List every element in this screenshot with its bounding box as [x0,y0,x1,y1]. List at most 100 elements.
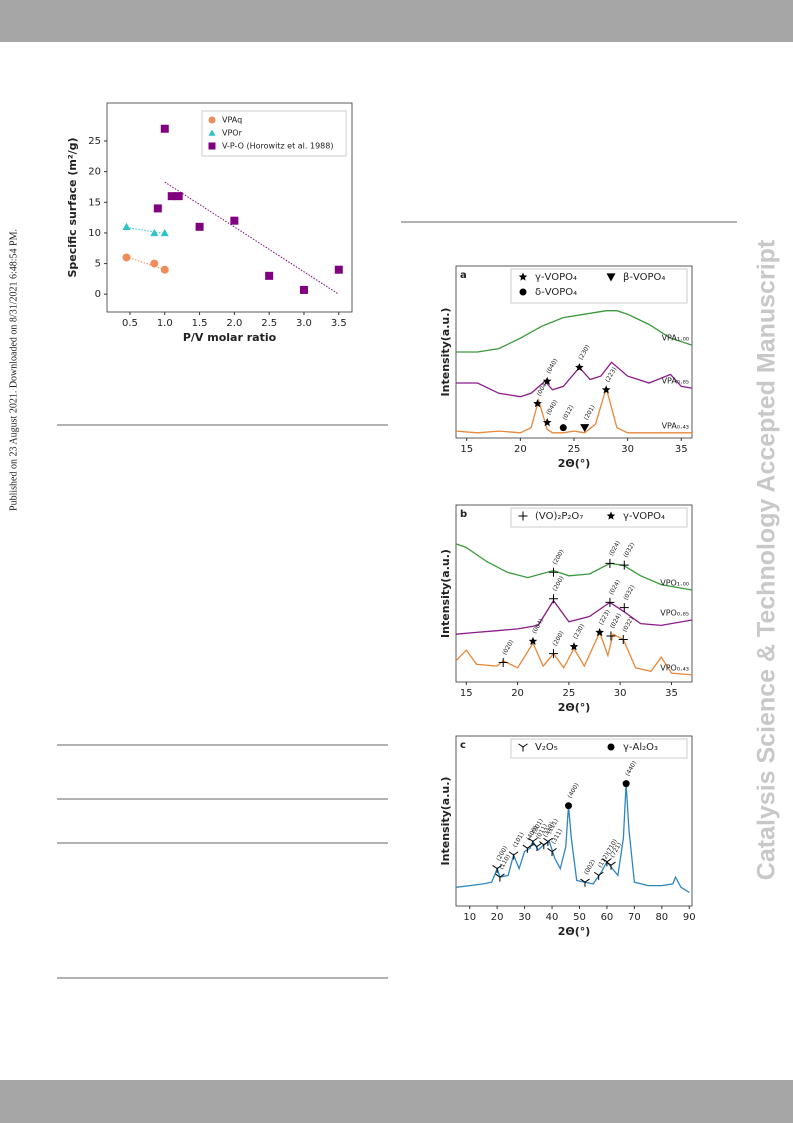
x-tick-label: 35 [675,444,688,455]
marker [575,363,584,372]
peak-label: (012) [561,404,575,421]
marker [528,636,538,645]
panel-letter: c [460,740,466,751]
curve-label: VPO₁.₀₀ [660,578,689,587]
x-tick-label: 3.5 [331,318,347,329]
curve [455,599,693,635]
footer-bar [0,1080,793,1123]
y-tick-label: 0 [95,289,101,300]
x-axis-label: 2Θ(°) [558,925,591,938]
marker [542,418,552,427]
side-note: Published on 23 August 2021. Downloaded … [8,229,19,511]
curve [455,543,693,591]
curve-label: VPO₀.₈₅ [660,609,689,618]
marker [160,124,169,133]
x-axis-label: 2Θ(°) [558,701,591,714]
peak-label: (200) [551,575,565,592]
x-tick-label: 50 [573,912,586,923]
peak-label: (200) [551,549,565,566]
marker [548,649,558,659]
marker [160,265,169,274]
peak-label: (020) [501,639,515,656]
peak-label: (032) [622,584,636,601]
fit-line [126,226,165,235]
legend-box [510,738,688,759]
curve-label: VPA₀.₈₅ [662,377,689,386]
marker [606,631,616,641]
marker [618,635,628,645]
peak-label: (004) [531,618,545,635]
marker [208,142,216,150]
fit-line [126,256,165,271]
marker [150,259,159,268]
marker [153,204,162,213]
legend-box [510,268,688,304]
y-tick-label: 20 [88,167,101,178]
x-tick-label: 90 [683,912,696,923]
curve-label: VPA₁.₀₀ [662,334,689,343]
marker [174,192,183,201]
legend-label: γ-Al₂O₃ [623,742,658,753]
marker [601,385,611,394]
marker [167,192,176,201]
peak-label: (040) [545,358,559,375]
fit-line [164,181,340,295]
marker [548,594,558,604]
marker [605,558,615,568]
marker [619,560,629,570]
legend-label: γ-VOPO₄ [535,272,577,283]
marker [607,743,615,751]
x-tick-label: 15 [460,688,473,699]
x-tick-label: 20 [511,688,524,699]
x-tick-label: 20 [491,912,504,923]
watermark: Catalysis Science & Technology Accepted … [753,239,781,880]
x-tick-label: 25 [568,444,581,455]
marker [580,878,590,887]
marker [518,511,528,521]
x-tick-label: 70 [628,912,641,923]
panel-letter: a [460,270,467,281]
header-bar [0,0,793,42]
x-axis-label: 2Θ(°) [558,457,591,470]
marker [595,627,604,637]
plot-frame [455,504,693,683]
x-tick-label: 1.0 [157,318,173,329]
y-tick-label: 25 [88,136,101,147]
marker [606,861,616,870]
panel-letter: b [460,509,467,520]
x-tick-label: 2.0 [226,318,242,329]
marker [542,376,552,385]
x-tick-label: 20 [514,444,527,455]
marker [195,222,204,231]
x-tick-label: 25 [563,688,576,699]
y-axis-label: Intensity(a.u.) [439,777,452,866]
y-axis-label: Specific surface (m²/g) [66,137,79,277]
peak-label: (201) [583,404,597,421]
marker [208,116,216,124]
x-tick-label: 35 [665,688,678,699]
y-tick-label: 15 [88,197,101,208]
marker [548,567,558,577]
peak-label: (400) [566,782,580,799]
peak-label: (032) [621,616,635,633]
plot-frame [106,102,353,313]
marker [122,253,131,262]
legend-label: β-VOPO₄ [623,272,665,283]
marker [606,511,616,520]
legend-box [510,507,688,528]
legend-label: V-P-O (Horowitz et al. 1988) [222,142,333,151]
marker [522,844,533,853]
marker [498,658,508,668]
curve [455,783,690,893]
y-axis-label: Intensity(a.u.) [439,549,452,638]
x-tick-label: 30 [614,688,627,699]
curve-label: VPA₀.₄₃ [662,421,689,430]
peak-label: (200) [551,630,565,647]
marker [518,272,528,281]
y-axis-label: Intensity(a.u.) [439,308,452,397]
marker [334,265,343,274]
marker [265,271,274,280]
marker [508,851,519,860]
curve-label: VPO₀.₄₃ [660,663,689,672]
